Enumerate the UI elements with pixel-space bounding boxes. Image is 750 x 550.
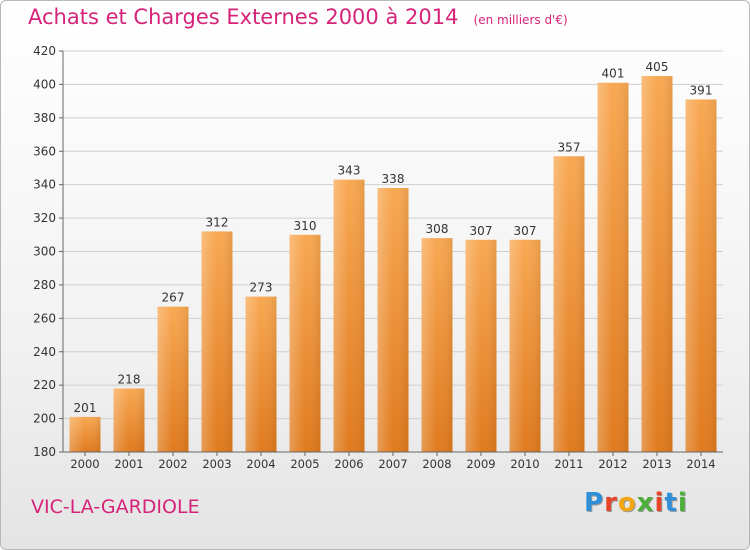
y-tick-label: 220: [33, 378, 56, 392]
bar-shine: [553, 156, 585, 452]
x-tick-label: 2000: [70, 457, 99, 471]
data-label: 357: [558, 140, 581, 154]
logo-letter: i: [654, 488, 665, 518]
bar-shine: [333, 179, 365, 452]
x-tick-label: 2001: [114, 457, 143, 471]
y-tick-label: 340: [33, 178, 56, 192]
title-text: Achats et Charges Externes 2000 à 2014: [28, 5, 459, 29]
logo-letter: x: [636, 488, 655, 518]
bar-shine: [465, 239, 497, 452]
x-tick-label: 2014: [686, 457, 715, 471]
x-tick-label: 2006: [334, 457, 363, 471]
title-unit: (en milliers d'€): [473, 13, 568, 27]
bar-shine: [69, 416, 101, 452]
data-label: 391: [690, 83, 713, 97]
logo-letter: t: [664, 488, 678, 518]
y-tick-label: 420: [33, 44, 56, 58]
x-tick-label: 2011: [554, 457, 583, 471]
bar-shine: [289, 234, 321, 452]
bar-shine: [157, 306, 189, 452]
data-label: 401: [602, 67, 625, 81]
logo-letter: P: [584, 488, 605, 518]
logo-letter: r: [604, 488, 618, 518]
x-tick-label: 2007: [378, 457, 407, 471]
bar-shine: [113, 388, 145, 452]
x-tick-label: 2003: [202, 457, 231, 471]
x-tick-label: 2013: [642, 457, 671, 471]
x-tick-label: 2009: [466, 457, 495, 471]
bars: [69, 76, 717, 453]
x-tick-label: 2008: [422, 457, 451, 471]
bar-shine: [421, 238, 453, 452]
y-tick-label: 180: [33, 445, 56, 459]
proxiti-logo: Proxiti: [584, 488, 688, 518]
x-tick-label: 2002: [158, 457, 187, 471]
x-tick-label: 2004: [246, 457, 275, 471]
logo-letter: i: [677, 488, 688, 518]
data-label: 338: [382, 172, 405, 186]
x-tick-label: 2012: [598, 457, 627, 471]
commune-name: VIC-LA-GARDIOLE: [31, 496, 200, 518]
bar-shine: [597, 82, 629, 452]
data-label: 310: [294, 219, 317, 233]
y-tick-label: 360: [33, 144, 56, 158]
y-tick-label: 380: [33, 111, 56, 125]
data-label: 218: [118, 373, 141, 387]
logo-letter: o: [617, 488, 637, 518]
chart-title: Achats et Charges Externes 2000 à 2014 (…: [28, 5, 568, 29]
data-label: 308: [426, 222, 449, 236]
data-label: 307: [470, 224, 493, 238]
y-tick-label: 300: [33, 245, 56, 259]
y-tick-label: 400: [33, 77, 56, 91]
y-tick-label: 240: [33, 345, 56, 359]
axes: 180 200 220 240 260 280 300 320 340 360 380 400 420 2…: [33, 44, 723, 471]
y-tick-label: 260: [33, 311, 56, 325]
data-label: 343: [338, 164, 361, 178]
data-label: 273: [250, 281, 273, 295]
bar-shine: [509, 239, 541, 452]
data-labels: 201 218 267 312 273 310 343 338 308 307 307 357 401 4…: [74, 60, 713, 415]
data-label: 405: [646, 60, 669, 74]
bar-shine: [377, 188, 409, 452]
data-label: 267: [162, 291, 185, 305]
data-label: 312: [206, 215, 229, 229]
data-label: 201: [74, 401, 97, 415]
data-label: 307: [514, 224, 537, 238]
y-tick-label: 200: [33, 412, 56, 426]
bar-shine: [201, 231, 233, 452]
bar-shine: [641, 76, 673, 452]
y-tick-label: 280: [33, 278, 56, 292]
x-tick-label: 2005: [290, 457, 319, 471]
x-tick-label: 2010: [510, 457, 539, 471]
bar-shine: [685, 99, 717, 453]
bar-shine: [245, 296, 277, 452]
y-tick-label: 320: [33, 211, 56, 225]
